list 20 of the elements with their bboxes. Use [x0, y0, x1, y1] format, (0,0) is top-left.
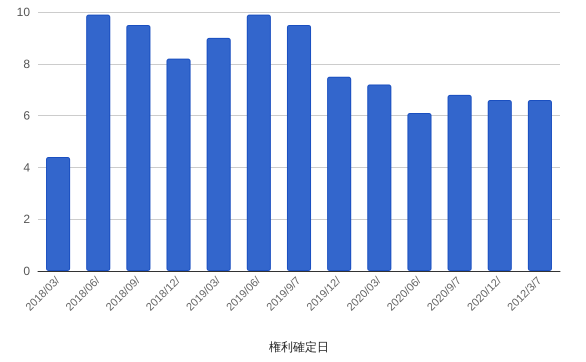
- bar: [448, 94, 472, 271]
- bar: [488, 100, 512, 271]
- bar: [46, 157, 70, 271]
- bar: [367, 84, 392, 271]
- y-tick-label: 4: [23, 160, 30, 174]
- y-tick-label: 0: [23, 264, 30, 278]
- bar: [528, 100, 552, 271]
- bar: [86, 14, 110, 271]
- bar: [166, 58, 191, 271]
- y-tick-label: 2: [23, 212, 30, 226]
- bar: [206, 38, 231, 271]
- bar: [246, 14, 271, 271]
- bar: [126, 24, 150, 271]
- y-tick-label: 10: [16, 5, 30, 19]
- y-tick-label: 8: [23, 56, 30, 71]
- bar: [327, 76, 352, 271]
- bar: [286, 24, 312, 271]
- x-axis-title: 権利確定日: [269, 340, 329, 354]
- y-tick-label: 6: [23, 108, 30, 123]
- bar: [407, 113, 432, 271]
